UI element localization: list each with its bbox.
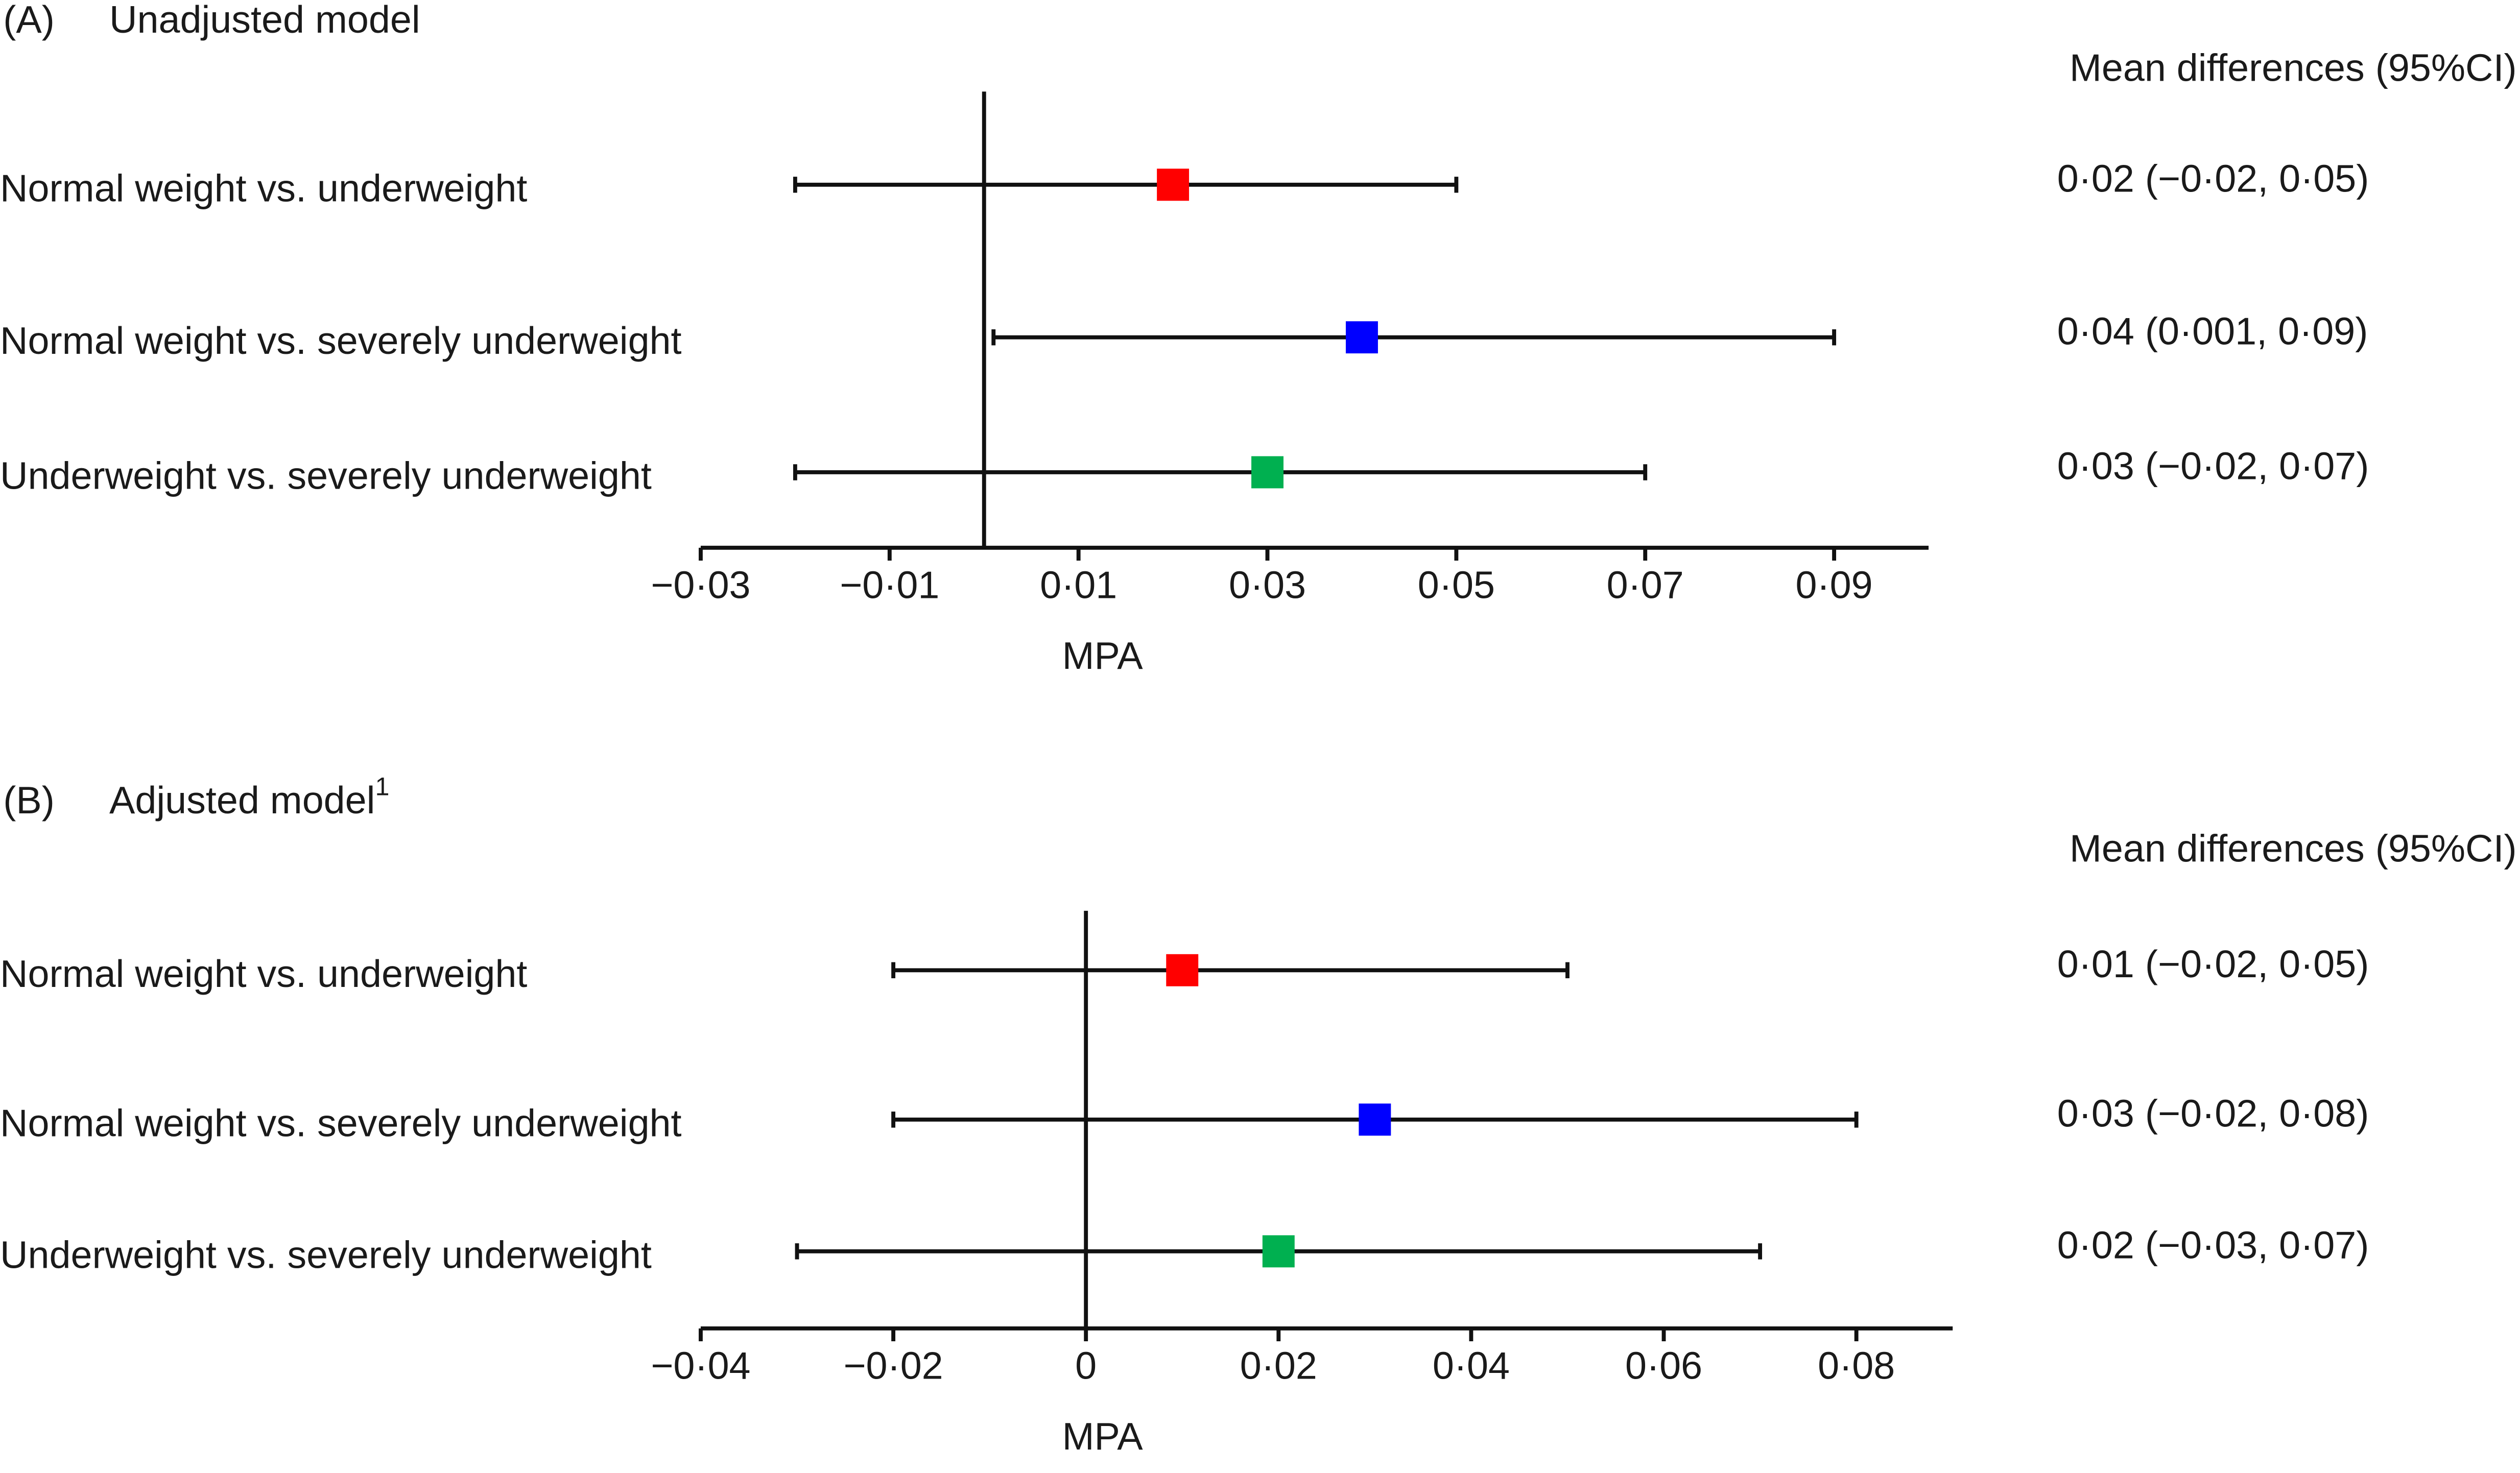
title-superscript: 1 xyxy=(375,772,389,801)
x-tick-label: −0·01 xyxy=(840,564,939,607)
panel-title: Adjusted model1 xyxy=(109,772,389,822)
category-label: Underweight vs. severely underweight xyxy=(0,1234,652,1276)
panel-label: (A) xyxy=(3,0,55,41)
estimate-marker xyxy=(1359,1103,1391,1136)
x-tick-label: −0·02 xyxy=(843,1344,943,1387)
value-label: 0·03 (−0·02, 0·07) xyxy=(2057,445,2369,488)
value-label: 0·01 (−0·02, 0·05) xyxy=(2057,943,2369,986)
x-tick-label: 0·03 xyxy=(1229,564,1306,607)
estimate-marker xyxy=(1345,321,1378,354)
x-tick-label: −0·03 xyxy=(651,564,750,607)
value-label: 0·02 (−0·02, 0·05) xyxy=(2057,157,2369,200)
x-tick-label: 0·01 xyxy=(1040,564,1117,607)
x-tick-label: 0·04 xyxy=(1433,1344,1510,1387)
column-header: Mean differences (95%CI) xyxy=(2070,46,2517,89)
x-tick-label: 0·02 xyxy=(1240,1344,1317,1387)
estimate-marker xyxy=(1157,168,1190,201)
value-label: 0·04 (0·001, 0·09) xyxy=(2057,310,2368,353)
x-tick-label: 0 xyxy=(1075,1344,1097,1387)
panel-label: (B) xyxy=(3,779,55,822)
column-header: Mean differences (95%CI) xyxy=(2070,827,2517,870)
x-tick-label: 0·09 xyxy=(1796,564,1873,607)
category-label: Normal weight vs. underweight xyxy=(0,167,527,210)
value-label: 0·03 (−0·02, 0·08) xyxy=(2057,1093,2369,1136)
estimate-marker xyxy=(1251,456,1283,489)
forest-panel: (A) Unadjusted model Mean differences (95%… xyxy=(0,0,2517,678)
value-label: 0·02 (−0·03, 0·07) xyxy=(2057,1224,2369,1267)
x-axis-label: MPA xyxy=(1062,1415,1144,1458)
category-label: Normal weight vs. severely underweight xyxy=(0,320,682,363)
title-text: Unadjusted model xyxy=(109,0,420,41)
x-tick-label: −0·04 xyxy=(651,1344,750,1387)
x-axis-label: MPA xyxy=(1062,635,1144,678)
x-tick-label: 0·05 xyxy=(1418,564,1495,607)
category-label: Normal weight vs. severely underweight xyxy=(0,1102,682,1145)
estimate-marker xyxy=(1166,954,1199,986)
category-label: Normal weight vs. underweight xyxy=(0,953,527,996)
category-label: Underweight vs. severely underweight xyxy=(0,455,652,498)
x-tick-label: 0·07 xyxy=(1607,564,1684,607)
forest-panel: (B) Adjusted model1 Mean differences (95%C… xyxy=(0,772,2517,1458)
title-text: Adjusted model xyxy=(109,779,375,822)
panel-title: Unadjusted model xyxy=(109,0,420,41)
x-tick-label: 0·06 xyxy=(1625,1344,1702,1387)
estimate-marker xyxy=(1262,1235,1295,1268)
x-tick-label: 0·08 xyxy=(1818,1344,1895,1387)
